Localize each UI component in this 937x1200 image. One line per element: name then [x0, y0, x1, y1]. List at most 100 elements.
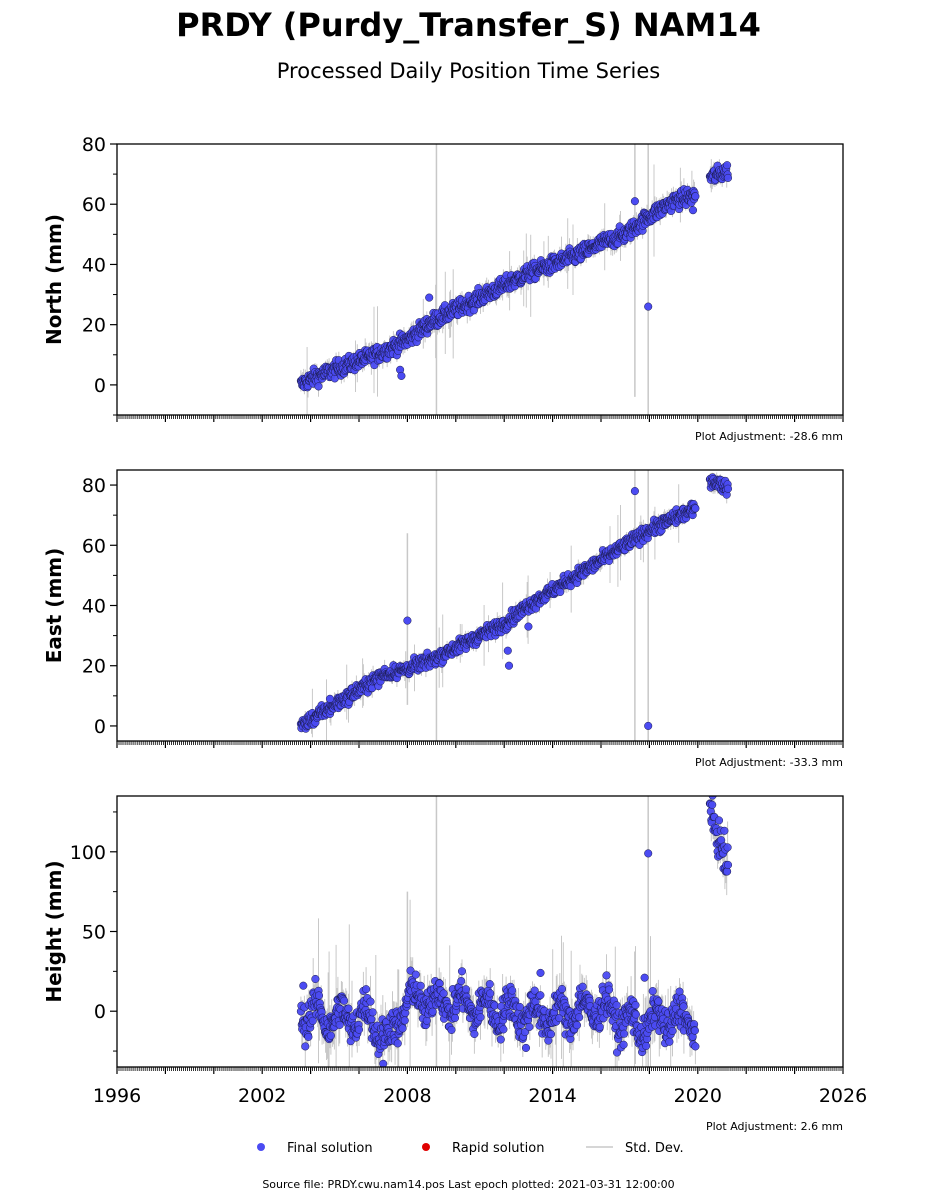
data-point	[720, 826, 729, 835]
y-axis-label: East (mm)	[42, 548, 66, 664]
y-tick-label: 50	[82, 922, 106, 944]
x-tick-label: 2002	[238, 1085, 286, 1107]
data-point	[422, 1016, 431, 1025]
data-point	[393, 1039, 402, 1048]
data-point	[314, 382, 323, 391]
data-point	[368, 1008, 377, 1017]
data-point	[691, 1042, 700, 1051]
data-point	[620, 1029, 629, 1038]
data-point	[301, 1042, 310, 1051]
y-tick-label: 40	[82, 596, 106, 618]
data-point	[461, 985, 471, 994]
data-point	[679, 1002, 688, 1011]
outlier-point	[379, 1059, 388, 1067]
data-point	[723, 860, 733, 869]
data-point	[314, 991, 324, 1000]
std-dev-bars	[300, 796, 729, 1067]
data-point	[496, 1035, 505, 1044]
y-tick-label: 100	[70, 842, 106, 864]
data-point	[648, 987, 657, 996]
x-tick-label: 2026	[819, 1085, 867, 1107]
data-point	[470, 1029, 479, 1039]
x-axis: 1996 2002 2008 2014 2020 2026	[93, 1067, 867, 1107]
data-point	[335, 1020, 344, 1029]
data-point	[619, 1040, 628, 1049]
data-point	[326, 1031, 335, 1040]
data-point	[654, 997, 663, 1006]
plot-frame	[116, 143, 844, 416]
series-final-solution	[296, 796, 733, 1067]
outlier-point	[524, 622, 533, 631]
data-point	[691, 192, 700, 201]
data-point	[457, 977, 466, 986]
data-point	[723, 484, 733, 493]
y-tick-label: 60	[82, 194, 106, 216]
data-point	[708, 800, 717, 809]
x-minor-ticks	[116, 1067, 844, 1071]
data-point	[400, 1016, 409, 1025]
outlier-point	[397, 371, 406, 380]
data-point	[556, 587, 565, 597]
y-tick-label: 0	[94, 375, 106, 397]
data-point	[520, 1028, 530, 1037]
data-point	[555, 1013, 564, 1023]
x-minor-ticks	[116, 415, 844, 419]
data-point	[665, 1037, 674, 1046]
data-point	[308, 1016, 317, 1025]
plot-adjustment: Plot Adjustment: -28.6 mm	[695, 430, 843, 443]
y-tick-label: 40	[82, 254, 106, 276]
data-point	[485, 980, 494, 989]
panel-1: 0 20 40 60 80 North (mm) Plot Adjustment: -28.…	[42, 134, 844, 443]
y-axis-label: North (mm)	[42, 214, 66, 345]
data-point	[612, 1001, 621, 1010]
data-point	[447, 1025, 456, 1034]
data-point	[708, 796, 717, 800]
data-point	[536, 991, 545, 1000]
legend-label: Std. Dev.	[625, 1141, 684, 1156]
legend-label: Final solution	[287, 1141, 373, 1156]
data-point	[428, 1007, 437, 1016]
data-point	[499, 1025, 508, 1034]
y-tick-label: 0	[94, 1001, 106, 1023]
data-point	[578, 982, 587, 991]
data-point	[304, 1032, 313, 1041]
data-point	[340, 996, 349, 1005]
chart-title: PRDY (Purdy_Transfer_S) NAM14	[176, 6, 761, 44]
plot-frame	[116, 469, 844, 742]
outlier-point	[630, 197, 639, 206]
data-point	[515, 1002, 524, 1011]
data-point	[723, 161, 732, 170]
outlier-point	[425, 293, 434, 302]
legend-item: Final solution	[257, 1141, 373, 1156]
data-point	[595, 1022, 604, 1032]
outlier-point	[325, 694, 335, 703]
y-axis-label: Height (mm)	[42, 860, 66, 1002]
x-axis	[116, 741, 844, 748]
data-point	[642, 1041, 651, 1050]
data-point	[366, 997, 375, 1006]
data-point	[546, 1030, 556, 1039]
data-point	[457, 967, 467, 976]
x-tick-label: 1996	[93, 1085, 141, 1107]
legend-item: Rapid solution	[422, 1141, 544, 1156]
data-point	[631, 1001, 640, 1010]
data-point	[723, 173, 733, 182]
y-tick-label: 80	[82, 475, 106, 497]
outlier-point	[688, 206, 698, 215]
data-point	[476, 1013, 485, 1022]
data-point	[605, 985, 614, 994]
outlier-point	[644, 721, 653, 730]
data-point	[525, 1022, 534, 1031]
data-point	[344, 1004, 353, 1013]
plot-adjustment: Plot Adjustment: -33.3 mm	[695, 756, 843, 769]
data-point	[575, 1013, 584, 1022]
outlier-point	[644, 302, 653, 311]
legend-label: Rapid solution	[452, 1141, 544, 1156]
legend-marker	[422, 1143, 430, 1151]
data-point	[508, 986, 517, 995]
outlier-point	[630, 487, 639, 496]
data-point	[416, 981, 425, 990]
panel-2: 0 20 40 60 80 East (mm) Plot Adjustment: -33.3…	[42, 469, 844, 769]
outlier-point	[299, 981, 308, 990]
